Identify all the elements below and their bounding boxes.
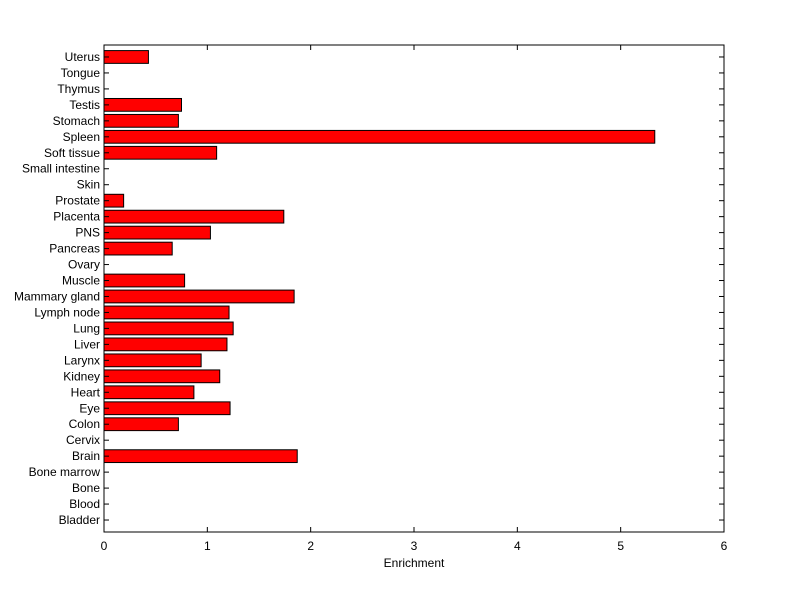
y-tick-label-liver: Liver [74,337,100,351]
bar-kidney [103,369,221,384]
bar-muscle [103,273,186,288]
x-tick-label-6: 6 [721,539,728,553]
bar-uterus [103,50,149,64]
bar-lung [103,321,234,336]
y-tick-label-larynx: Larynx [64,353,100,367]
y-tick-label-soft-tissue: Soft tissue [44,146,100,160]
y-tick-label-eye: Eye [79,401,100,415]
bar-lymph-node [103,305,230,320]
x-axis-label: Enrichment [384,556,445,570]
y-tick-label-thymus: Thymus [57,82,100,96]
y-tick-label-brain: Brain [72,449,100,463]
bar-pns [103,225,211,240]
bar-heart [103,385,195,400]
y-tick-label-heart: Heart [71,385,101,399]
y-tick-label-mammary-gland: Mammary gland [14,289,100,303]
bar-brain [103,449,298,464]
x-tick-label-4: 4 [514,539,521,553]
y-tick-label-stomach: Stomach [53,114,100,128]
y-tick-label-placenta: Placenta [53,210,100,224]
y-tick-label-pns: PNS [75,226,100,240]
bar-soft-tissue [103,145,218,160]
bar-spleen [103,129,656,144]
y-tick-label-ovary: Ovary [68,258,100,272]
x-axis-ticks: 0 1 2 3 4 5 6 [101,45,728,553]
y-tick-label-tongue: Tongue [61,66,101,80]
y-tick-label-lymph-node: Lymph node [34,305,100,319]
x-tick-label-5: 5 [617,539,624,553]
y-tick-label-cervix: Cervix [66,433,100,447]
y-tick-label-testis: Testis [69,98,100,112]
bar-placenta [103,209,285,224]
y-tick-label-small-intestine: Small intestine [22,162,100,176]
y-tick-label-bone-marrow: Bone marrow [29,465,101,479]
bar-colon [103,417,179,432]
y-tick-label-bladder: Bladder [59,513,100,527]
x-tick-label-2: 2 [307,539,314,553]
y-tick-label-prostate: Prostate [55,194,100,208]
x-tick-label-3: 3 [411,539,418,553]
y-tick-label-uterus: Uterus [65,50,100,64]
y-tick-label-spleen: Spleen [63,130,100,144]
bar-larynx [103,353,202,368]
y-tick-label-lung: Lung [73,321,100,335]
x-tick-label-1: 1 [204,539,211,553]
bar-liver [103,337,228,352]
bar-stomach [103,113,179,128]
bar-testis [103,97,182,112]
bars-group [103,50,656,464]
x-tick-label-0: 0 [101,539,108,553]
y-tick-label-kidney: Kidney [63,369,100,383]
y-axis-ticks: Bladder Blood Bone Bone marrow Brain Cervix Co… [14,50,724,527]
y-tick-label-pancreas: Pancreas [49,242,100,256]
y-tick-label-skin: Skin [77,178,100,192]
bar-mammary-gland [103,289,295,304]
y-tick-label-muscle: Muscle [62,274,100,288]
y-tick-label-colon: Colon [69,417,100,431]
bar-pancreas [103,241,173,256]
y-tick-label-blood: Blood [69,497,100,511]
bar-eye [103,401,231,416]
y-tick-label-bone: Bone [72,481,100,495]
